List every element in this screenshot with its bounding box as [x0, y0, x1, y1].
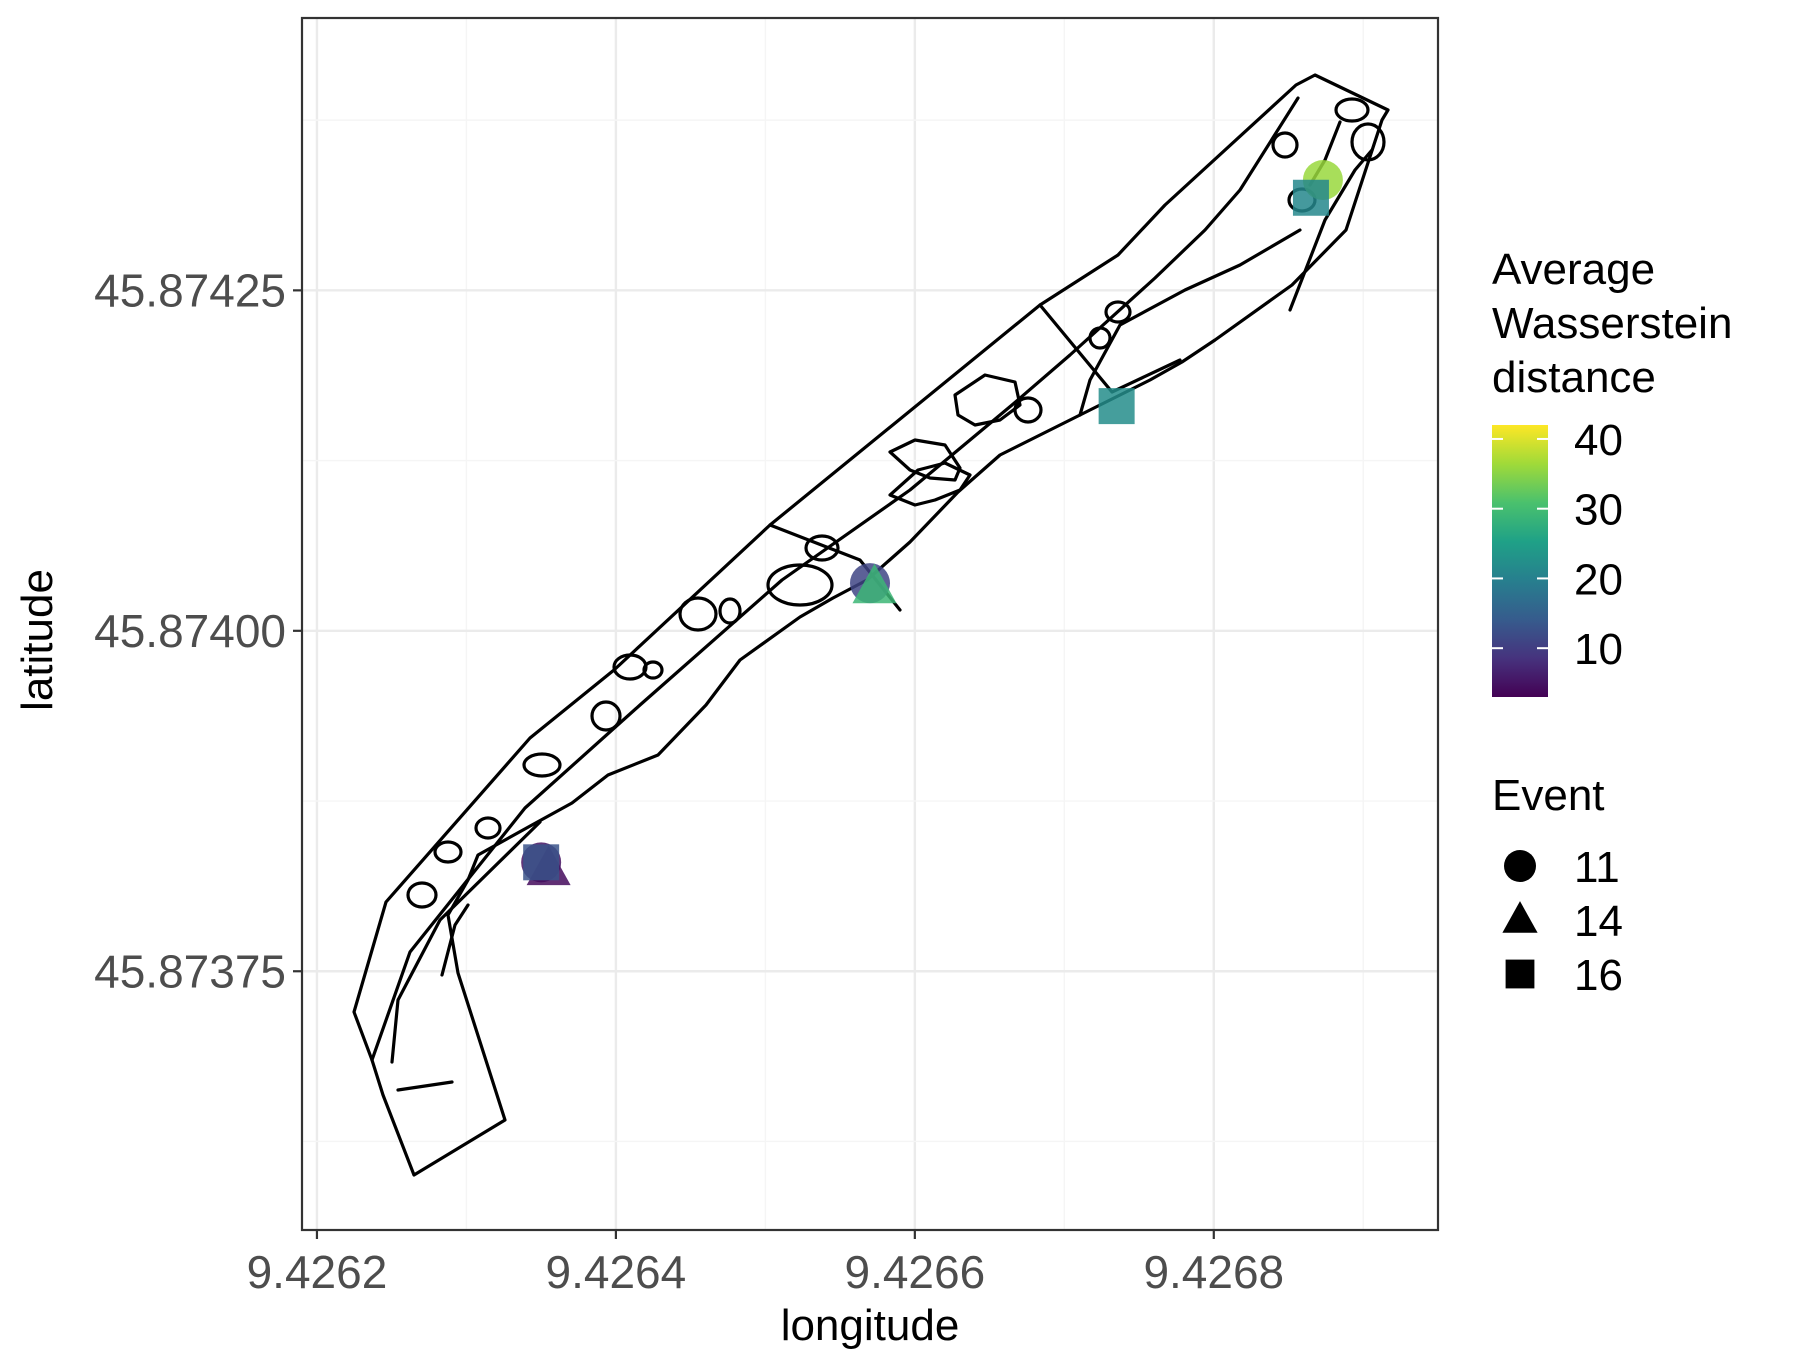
data-point-event-16-square: [523, 844, 560, 881]
pond: [474, 816, 502, 840]
color-legend: Average Wasserstein distance 10 20 30 40: [1492, 245, 1732, 697]
x-tick-label: 9.4264: [546, 1246, 687, 1298]
data-point-event-16-square: [1098, 388, 1135, 425]
shape-legend-label: 14: [1574, 897, 1623, 946]
south-cross-line: [396, 1080, 454, 1092]
shape-legend-title: Event: [1492, 771, 1605, 820]
pond: [642, 660, 664, 680]
plot-panel: [302, 18, 1438, 1230]
y-tick-label: 45.87375: [94, 945, 286, 997]
x-tick-label: 9.4262: [247, 1246, 388, 1298]
y-tick-label: 45.87425: [94, 264, 286, 316]
pond: [766, 563, 834, 607]
x-tick-label: 9.4268: [1143, 1246, 1284, 1298]
color-bar-label: 10: [1574, 625, 1623, 674]
legend-key-square: [1505, 959, 1535, 989]
north-inner-line: [1078, 228, 1302, 417]
color-legend-title: Average: [1492, 245, 1655, 294]
color-legend-title: Wasserstein: [1492, 299, 1732, 348]
color-bar: [1492, 425, 1548, 697]
y-tick-label: 45.87400: [94, 605, 286, 657]
color-bar-label: 30: [1574, 486, 1623, 535]
shape-legend-label: 16: [1574, 951, 1623, 1000]
plot-panel-border: [300, 16, 1440, 1232]
pond: [1088, 326, 1112, 350]
pond: [1350, 122, 1386, 162]
color-bar-label: 40: [1574, 416, 1623, 465]
pond: [804, 534, 840, 562]
pond: [953, 373, 1022, 427]
data-points: [521, 160, 1343, 886]
pond: [522, 752, 562, 778]
pond: [433, 840, 463, 864]
y-axis: 45.87375 45.87400 45.87425: [94, 264, 302, 997]
pond: [718, 597, 742, 625]
pond: [406, 881, 438, 909]
pond: [1013, 396, 1043, 424]
legend-key-triangle: [1502, 901, 1538, 933]
north-strip-line: [370, 96, 1300, 1062]
study-area-boundaries: [352, 73, 1390, 1177]
pond: [1104, 300, 1132, 324]
x-axis: 9.4262 9.4264 9.4266 9.4268: [247, 1230, 1284, 1298]
pond: [888, 438, 962, 482]
color-bar-ticks: 10 20 30 40: [1492, 416, 1623, 674]
legend-key-circle: [1504, 850, 1536, 882]
south-strip-line: [440, 903, 470, 977]
x-tick-label: 9.4266: [844, 1246, 985, 1298]
color-legend-title: distance: [1492, 353, 1656, 402]
pond: [888, 461, 972, 507]
pond: [590, 700, 622, 732]
grid: [302, 18, 1438, 1230]
data-point-event-14-triangle: [852, 563, 897, 604]
data-point-event-16-square: [1292, 179, 1329, 216]
color-bar-label: 20: [1574, 555, 1623, 604]
y-axis-title: latitude: [13, 569, 62, 711]
outer-boundary: [352, 73, 1390, 1177]
shape-legend: Event 11 14 16: [1492, 771, 1623, 1000]
x-axis-title: longitude: [781, 1301, 960, 1350]
pond: [678, 596, 718, 632]
pond: [1334, 97, 1370, 123]
pond: [1271, 131, 1299, 159]
inner-strip-line: [390, 820, 542, 1064]
shape-legend-label: 11: [1574, 843, 1620, 892]
shape-legend-keys: 11 14 16: [1502, 843, 1623, 1000]
